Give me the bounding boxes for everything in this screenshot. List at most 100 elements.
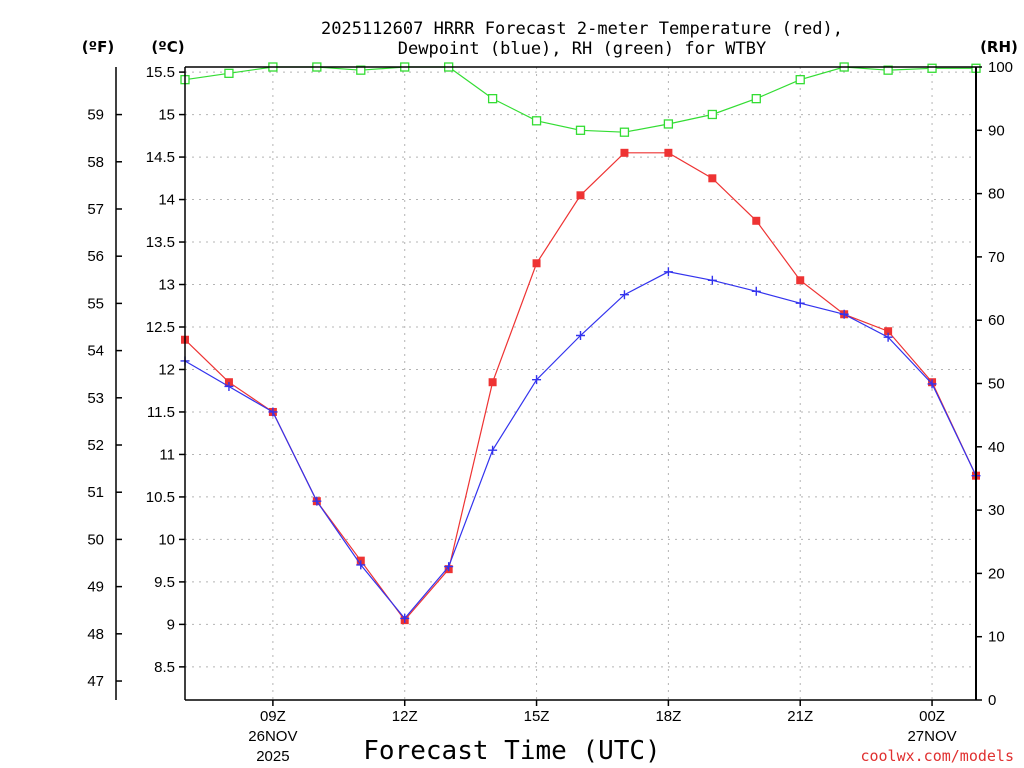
fahrenheit-tick-label: 47	[87, 673, 104, 690]
dewpoint-point	[488, 445, 498, 455]
labels-layer: 8.5 9 9.5 10 10.5 11 11.5 12 12.5 13 13.5 14 14.5 15 1…	[87, 59, 1013, 765]
dewpoint-point	[224, 381, 234, 391]
dewpoint-point	[663, 267, 673, 277]
dewpoint-point	[883, 332, 893, 342]
dewpoint-line	[184, 271, 977, 620]
rh-tick-label: 80	[988, 186, 1005, 203]
temperature-point	[620, 148, 629, 157]
dewpoint-point	[927, 379, 937, 389]
rh-point	[619, 127, 630, 137]
dewpoint-point	[532, 375, 542, 385]
fahrenheit-tick-label: 55	[87, 295, 104, 312]
fahrenheit-tick-label: 52	[87, 437, 104, 454]
fahrenheit-tick-label: 49	[87, 579, 104, 596]
fahrenheit-tick-label: 56	[87, 248, 104, 265]
temperature-point	[576, 191, 585, 200]
x-date-label: 26NOV	[248, 728, 297, 745]
celsius-tick-label: 8.5	[154, 659, 175, 676]
series-layer	[180, 62, 981, 625]
dewpoint-point	[400, 613, 410, 623]
rh-point	[531, 116, 542, 126]
credit-link[interactable]: coolwx.com/models	[860, 747, 1014, 765]
chart-title-line2: Dewpoint (blue), RH (green) for WTBY	[398, 39, 766, 59]
rh-tick-label: 0	[988, 692, 996, 709]
chart-title-line1: 2025112607 HRRR Forecast 2-meter Tempera…	[321, 19, 843, 39]
rh-point	[707, 109, 717, 120]
dewpoint-point	[356, 560, 366, 570]
rh-unit-label: (RH)	[980, 38, 1018, 56]
rh-point	[751, 94, 761, 104]
dewpoint-point	[444, 562, 454, 572]
dewpoint-point	[619, 290, 629, 300]
fahrenheit-tick-label: 50	[87, 531, 104, 548]
x-axis-label: Forecast Time (UTC)	[363, 736, 660, 766]
temperature-point	[796, 276, 805, 285]
fahrenheit-tick-label: 58	[87, 154, 104, 171]
x-date-label: 27NOV	[907, 728, 956, 745]
rh-point	[883, 65, 893, 75]
rh-point	[356, 65, 366, 75]
rh-tick-label: 100	[988, 59, 1013, 76]
celsius-tick-label: 14.5	[146, 149, 175, 166]
x-year-label: 2025	[256, 748, 289, 765]
x-tick-label: 21Z	[787, 708, 813, 725]
celsius-tick-label: 11	[159, 446, 175, 463]
celsius-tick-label: 13.5	[146, 234, 175, 251]
rh-line	[184, 66, 976, 133]
rh-point	[487, 94, 498, 104]
temperature-point	[664, 148, 673, 157]
dewpoint-point	[576, 330, 585, 340]
dewpoint-point	[839, 309, 849, 319]
rh-point	[224, 68, 234, 78]
rh-tick-label: 30	[988, 502, 1005, 519]
celsius-tick-label: 15	[158, 107, 175, 124]
x-tick-label: 12Z	[392, 708, 418, 725]
dewpoint-point	[795, 298, 805, 308]
temperature-line	[184, 152, 977, 622]
fahrenheit-tick-label: 51	[87, 484, 104, 501]
rh-tick-label: 20	[988, 565, 1005, 582]
dewpoint-point	[268, 407, 278, 417]
celsius-unit-label: (ºC)	[151, 38, 184, 56]
dewpoint-point	[707, 275, 717, 285]
rh-tick-label: 60	[988, 312, 1005, 329]
celsius-tick-label: 9	[167, 616, 175, 633]
rh-point	[663, 119, 674, 129]
grid-lines	[185, 67, 976, 700]
rh-tick-label: 40	[988, 439, 1005, 456]
dewpoint-point	[751, 286, 761, 296]
fahrenheit-tick-label: 59	[87, 107, 104, 124]
rh-point	[795, 75, 805, 85]
celsius-tick-label: 9.5	[154, 574, 175, 591]
rh-tick-label: 10	[988, 629, 1005, 646]
celsius-tick-label: 11.5	[147, 404, 175, 421]
dewpoint-point	[312, 496, 322, 506]
celsius-tick-label: 10	[158, 531, 175, 548]
rh-tick-label: 50	[988, 376, 1005, 393]
fahrenheit-tick-label: 54	[87, 343, 104, 360]
axes-layer	[115, 66, 977, 701]
temperature-point	[752, 216, 761, 225]
temperature-point	[532, 259, 541, 268]
rh-tick-label: 90	[988, 122, 1005, 139]
x-tick-label: 09Z	[260, 708, 286, 725]
temperature-point	[884, 327, 893, 336]
celsius-tick-label: 12	[158, 361, 175, 378]
rh-tick-label: 70	[988, 249, 1005, 266]
temperature-point	[708, 174, 717, 183]
rh-point	[575, 125, 586, 135]
fahrenheit-tick-label: 57	[87, 201, 104, 218]
celsius-tick-label: 15.5	[146, 64, 175, 81]
fahrenheit-tick-label: 48	[87, 626, 104, 643]
x-tick-label: 15Z	[524, 708, 550, 725]
rh-point	[927, 63, 937, 73]
celsius-tick-label: 14	[158, 192, 175, 209]
temperature-point	[488, 378, 497, 387]
fahrenheit-unit-label: (ºF)	[82, 38, 114, 56]
celsius-tick-label: 10.5	[146, 489, 175, 506]
fahrenheit-tick-label: 53	[87, 390, 104, 407]
celsius-tick-label: 13	[158, 277, 175, 294]
celsius-tick-label: 12.5	[146, 319, 175, 336]
x-tick-label: 00Z	[919, 708, 945, 725]
